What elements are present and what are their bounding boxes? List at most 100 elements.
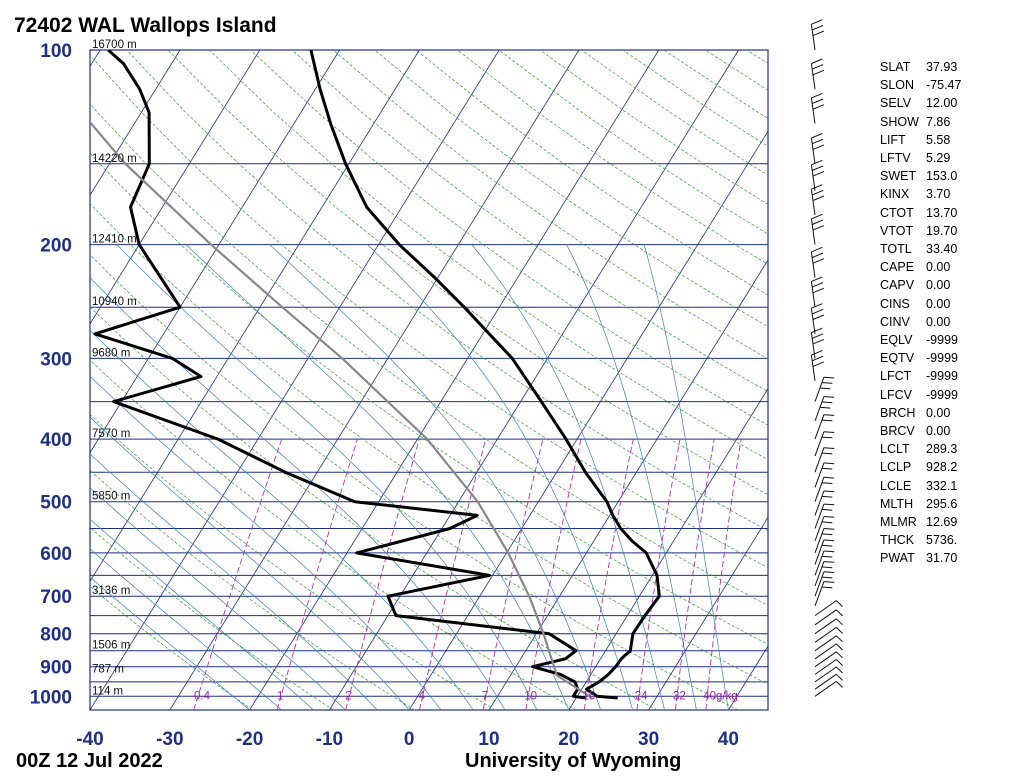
moist-adiabat-line <box>90 329 474 710</box>
moist-adiabat-line <box>90 487 346 710</box>
wind-barb-flag <box>812 287 825 294</box>
sounding-traces <box>90 50 661 700</box>
wind-barb-flag <box>823 503 835 506</box>
wind-barb-staff <box>814 618 837 635</box>
dry-adiabat-line <box>209 50 768 461</box>
index-row: CINS 0.00 <box>880 295 961 313</box>
wind-barb-staff <box>814 651 837 668</box>
wind-barb-staff <box>810 24 816 51</box>
index-row: KINX 3.70 <box>880 185 961 203</box>
height-label: 9680 m <box>92 347 130 359</box>
mixing-ratio-label: 4 <box>419 690 426 702</box>
temperature-tick-label: -40 <box>76 729 103 750</box>
index-name: SWET <box>880 169 917 184</box>
wind-barb-staff <box>814 600 837 617</box>
wind-barb-flag <box>812 24 824 31</box>
wind-barb-staff <box>814 626 837 643</box>
wind-barb-flag <box>812 314 825 320</box>
wind-barb-staff <box>814 659 837 675</box>
index-row: CAPV 0.00 <box>880 276 961 294</box>
wind-barb-flag <box>812 282 824 288</box>
index-row: LFCT -9999 <box>880 367 961 385</box>
index-row: CTOT 13.70 <box>880 204 961 222</box>
mixing-ratio-label: 10 <box>524 690 537 702</box>
height-labels: 16700 m 14220 m 12410 m 10940 m 9680 m 7570 m… <box>92 39 137 697</box>
index-name: LIFT <box>880 132 906 147</box>
isotherm-line <box>90 50 340 454</box>
wind-barb-flag <box>811 92 823 99</box>
index-row: PWAT 31.70 <box>880 549 961 567</box>
isotherm-line <box>648 516 768 710</box>
isobar-lines <box>90 49 768 711</box>
wind-barb-staff <box>814 528 825 554</box>
index-row: EQLV -9999 <box>880 331 961 349</box>
wind-barb-flag <box>821 544 833 547</box>
wind-barb-flag <box>812 219 824 225</box>
wind-barb-staff <box>814 447 825 473</box>
moist-adiabat-lines <box>90 244 729 710</box>
mixing-ratio-labels: 0.4 1 2 4 7 10 16 24 32 40g/kg <box>194 690 738 702</box>
wind-barb-flag <box>821 576 833 579</box>
mixing-ratio-label: 1 <box>277 690 283 702</box>
height-label: 114 m <box>92 685 123 697</box>
pressure-tick-label: 900 <box>40 658 72 679</box>
index-row: LCLE 332.1 <box>880 477 961 495</box>
isotherm-line <box>90 50 181 196</box>
pressure-tick-label: 200 <box>40 236 72 257</box>
wind-barb-flag <box>835 666 843 674</box>
wind-barb-staff <box>814 550 825 576</box>
moist-adiabat-line <box>643 244 729 710</box>
index-row: LCLT 289.3 <box>880 440 961 458</box>
dry-adiabat-line <box>126 50 768 532</box>
wind-barb-flag <box>821 586 833 589</box>
isotherm-line <box>728 645 768 710</box>
dry-adiabat-line <box>90 103 768 606</box>
wind-barb-flag <box>812 64 824 70</box>
wind-barb-flag <box>812 144 825 150</box>
index-name: THCK <box>880 533 915 548</box>
wind-barb-flag <box>812 361 825 367</box>
index-value: 13.70 <box>926 205 958 220</box>
isotherm-line <box>90 50 101 68</box>
wind-barb-flag <box>835 609 843 617</box>
wind-barb-flag <box>812 333 824 339</box>
wind-barb-flag <box>812 104 825 110</box>
dry-adiabat-lines <box>90 50 768 710</box>
wind-barb-staff <box>810 63 816 90</box>
index-value: 33.40 <box>926 242 958 257</box>
parcel-line <box>90 120 593 699</box>
wind-barb-staff <box>810 355 816 381</box>
wind-barb-flag <box>823 516 835 518</box>
wind-barb-staff <box>810 97 816 124</box>
temperature-tick-label: -20 <box>236 729 263 750</box>
index-name: LCLP <box>880 460 912 475</box>
moist-adiabat-line <box>90 548 282 710</box>
pressure-axis-labels: 100 200 300 400 500 600 700 800 900 1000 <box>30 41 72 708</box>
wind-barb-flag <box>812 98 824 105</box>
wind-barb-staff <box>814 635 837 652</box>
wind-barb-flag <box>812 171 825 177</box>
index-value: 0.00 <box>926 424 951 439</box>
wind-barb-staff <box>814 581 825 607</box>
index-name: LFCV <box>880 387 912 402</box>
wind-barb-flag <box>812 308 824 315</box>
wind-barb-staff <box>814 539 825 565</box>
wind-barb-staff <box>814 680 837 697</box>
wind-barb-flag <box>823 431 835 433</box>
dewpoint-line <box>93 50 587 700</box>
mixing-ratio-line <box>276 438 358 710</box>
wind-barb-flag <box>823 447 835 449</box>
index-value: -75.47 <box>926 78 962 93</box>
wind-barb-flag <box>812 138 824 145</box>
wind-barb-flag <box>811 184 823 190</box>
pressure-tick-label: 1000 <box>30 687 72 708</box>
mixing-ratio-line <box>419 438 487 710</box>
isotherm-lines <box>90 50 768 710</box>
wind-barb-staff <box>814 431 825 457</box>
moist-adiabat-line <box>367 244 633 710</box>
dry-adiabat-line <box>90 359 577 710</box>
index-name: LFTV <box>880 151 911 166</box>
chart-title: 72402 WAL Wallops Island <box>14 14 277 37</box>
dry-adiabat-line <box>90 527 334 710</box>
